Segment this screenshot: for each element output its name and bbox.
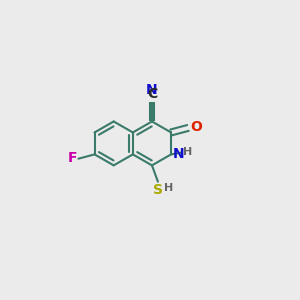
Text: S: S [153,184,164,197]
Text: C: C [147,87,157,101]
Text: N: N [173,147,184,161]
Text: F: F [67,152,77,166]
Text: O: O [191,120,203,134]
Text: N: N [146,83,158,97]
Text: H: H [164,184,173,194]
Text: H: H [183,147,192,158]
